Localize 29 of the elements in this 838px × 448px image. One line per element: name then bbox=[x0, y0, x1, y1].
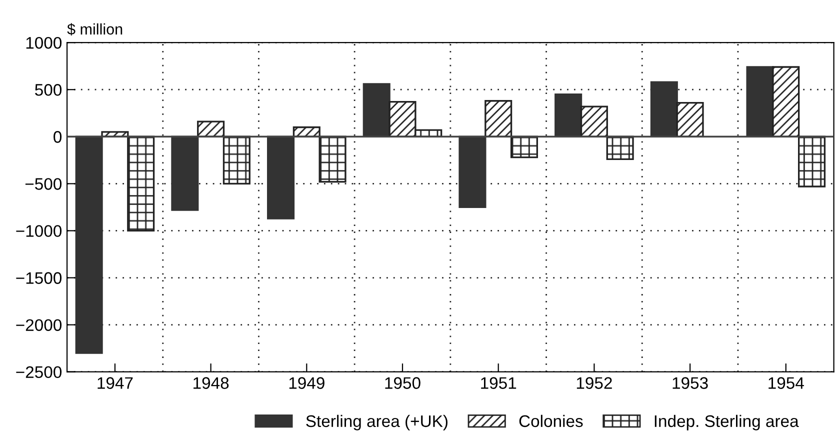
x-tick-label: 1953 bbox=[672, 377, 708, 389]
x-tick-label: 1948 bbox=[194, 377, 229, 389]
legend-label: Sterling area (+UK) bbox=[306, 414, 448, 430]
legend-label: Indep. Sterling area bbox=[654, 414, 799, 430]
x-tick-label: 1949 bbox=[289, 377, 324, 389]
bar bbox=[267, 136, 295, 220]
y-tick-label: 1000 bbox=[26, 36, 62, 49]
y-tick-label: −2500 bbox=[16, 366, 62, 378]
x-tick-label: 1951 bbox=[481, 377, 516, 389]
y-axis-title: $ million bbox=[67, 23, 122, 36]
y-tick-label: 0 bbox=[54, 131, 62, 143]
x-tick-label: 1952 bbox=[576, 377, 612, 389]
bar bbox=[746, 66, 774, 138]
bar bbox=[554, 93, 582, 138]
x-tick-label: 1947 bbox=[98, 377, 133, 389]
bar bbox=[676, 102, 704, 138]
x-tick-label: 1954 bbox=[768, 377, 804, 389]
legend-label: Colonies bbox=[519, 414, 583, 428]
bar bbox=[458, 136, 486, 208]
x-tick-label: 1950 bbox=[385, 377, 420, 389]
bar bbox=[171, 136, 199, 211]
y-tick-label: −1500 bbox=[16, 272, 62, 284]
bar bbox=[362, 83, 390, 138]
y-tick-label: −1000 bbox=[16, 225, 62, 237]
bar bbox=[75, 136, 103, 354]
y-tick-label: −2000 bbox=[16, 319, 62, 332]
bar bbox=[650, 81, 678, 138]
y-tick-label: 500 bbox=[35, 84, 62, 96]
y-tick-label: −500 bbox=[25, 178, 62, 190]
